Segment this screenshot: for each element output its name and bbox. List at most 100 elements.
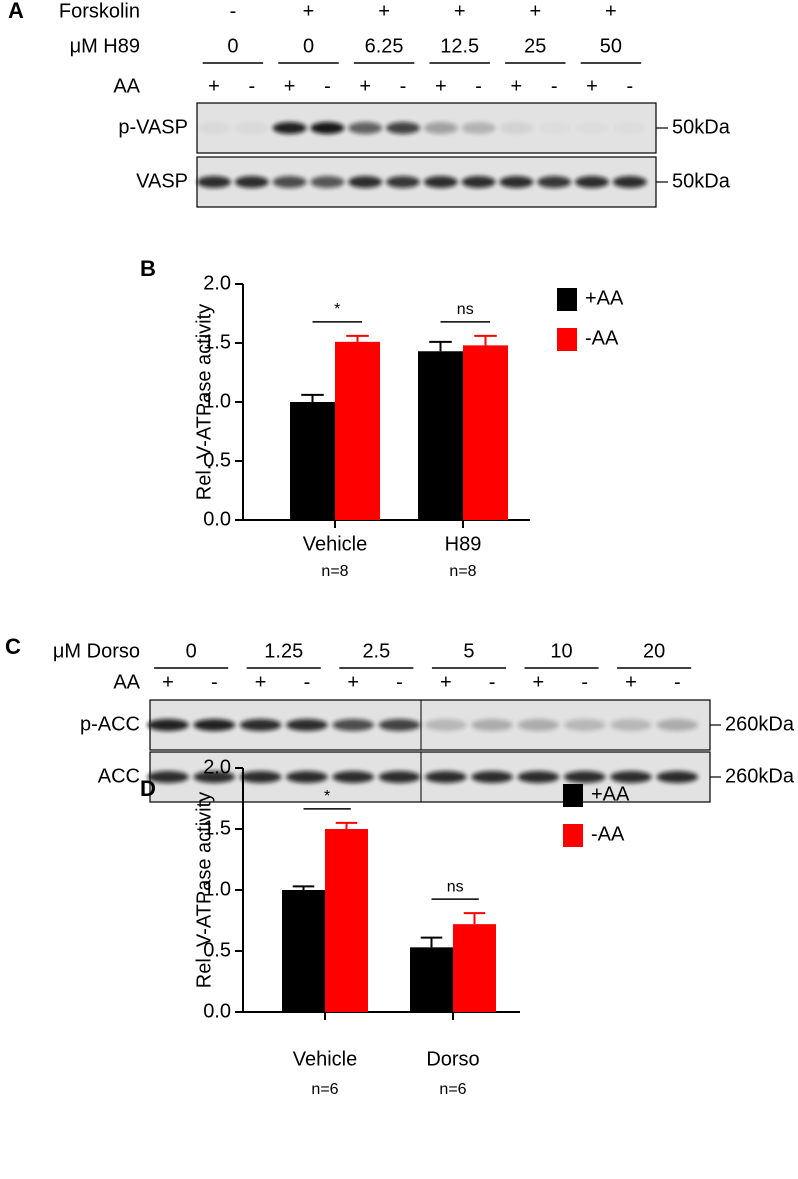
band <box>656 771 699 783</box>
legend-label: +AA <box>585 287 624 309</box>
band <box>499 122 534 134</box>
group-label: + <box>529 0 541 22</box>
panel-letter: B <box>140 256 156 281</box>
error-bar <box>301 393 324 402</box>
group-label: 0 <box>186 640 197 662</box>
band <box>471 771 513 783</box>
group-label: 5 <box>463 640 474 662</box>
bar <box>453 924 496 1012</box>
panel-letter: D <box>140 776 156 801</box>
y-axis-label: Rel. V-ATPase activity <box>193 792 215 988</box>
significance-label: ns <box>457 301 474 318</box>
error-bar <box>335 821 358 829</box>
lane-label: - <box>211 671 218 693</box>
band <box>147 719 189 731</box>
band <box>239 771 282 783</box>
band <box>147 771 189 783</box>
lane-label: + <box>440 671 452 693</box>
bar <box>463 345 508 520</box>
group-label: 12.5 <box>440 35 479 57</box>
band <box>423 122 458 134</box>
category-note: n=8 <box>449 563 476 580</box>
band <box>613 122 647 134</box>
band <box>610 719 652 731</box>
band <box>517 771 560 783</box>
group-label: 20 <box>643 640 665 662</box>
x-tick-label: H89 <box>445 533 482 555</box>
significance-label: * <box>324 788 330 805</box>
band <box>286 719 328 731</box>
size-label: 50kDa <box>672 170 731 192</box>
y-axis-label: Rel. V-ATPase activity <box>193 304 215 500</box>
lane-label: + <box>533 671 545 693</box>
band <box>310 176 345 188</box>
lane-label: - <box>396 671 403 693</box>
group-label: + <box>303 0 315 22</box>
row-label: Forskolin <box>59 0 140 22</box>
bar <box>410 947 453 1012</box>
row-label: AA <box>113 671 140 693</box>
lane-label: - <box>324 75 331 97</box>
y-tick-label: 1.5 <box>203 331 231 353</box>
legend-label: -AA <box>585 327 619 349</box>
band <box>537 122 571 134</box>
lane-label: - <box>304 671 311 693</box>
lane-label: - <box>674 671 681 693</box>
lane-label: + <box>359 75 371 97</box>
band <box>234 176 269 188</box>
band-label: ACC <box>98 765 140 787</box>
band <box>424 719 467 731</box>
row-label: AA <box>113 75 140 97</box>
lane-label: - <box>581 671 588 693</box>
band <box>196 122 232 134</box>
x-tick-label: Dorso <box>426 1048 479 1070</box>
group-label: 0 <box>303 35 314 57</box>
band <box>499 176 534 188</box>
bar <box>325 829 368 1012</box>
error-bar <box>420 936 443 948</box>
y-tick-label: 2.0 <box>203 756 231 778</box>
lane-label: - <box>400 75 407 97</box>
band <box>656 719 699 731</box>
panel-letter: C <box>5 634 21 659</box>
error-bar <box>463 912 486 925</box>
band <box>196 176 232 188</box>
category-note: n=6 <box>439 1081 466 1098</box>
error-bar <box>429 340 452 352</box>
group-label: + <box>378 0 390 22</box>
band <box>610 771 652 783</box>
band <box>537 176 572 188</box>
band <box>378 719 421 731</box>
lane-label: + <box>586 75 598 97</box>
significance-label: * <box>334 301 340 318</box>
band <box>385 176 421 188</box>
band <box>517 719 560 731</box>
band <box>348 176 383 188</box>
band <box>563 771 606 783</box>
legend-swatch <box>557 288 577 311</box>
band <box>423 176 458 188</box>
legend-swatch <box>563 784 583 807</box>
group-label: + <box>454 0 466 22</box>
lane-label: + <box>625 671 637 693</box>
band-label: p-VASP <box>118 116 188 138</box>
error-bar <box>474 334 497 346</box>
lane-label: - <box>626 75 633 97</box>
group-label: 1.25 <box>264 640 303 662</box>
row-label: μM Dorso <box>53 640 140 662</box>
category-note: n=6 <box>311 1081 338 1098</box>
y-tick-label: 0.0 <box>203 1000 231 1022</box>
band <box>348 122 383 134</box>
group-label: + <box>605 0 617 22</box>
lane-label: + <box>255 671 267 693</box>
band <box>332 719 375 731</box>
band <box>332 771 375 783</box>
group-label: 0 <box>227 35 238 57</box>
lane-label: - <box>489 671 496 693</box>
group-label: 6.25 <box>365 35 404 57</box>
band <box>575 122 609 134</box>
band <box>239 719 282 731</box>
lane-label: + <box>347 671 359 693</box>
size-label: 50kDa <box>672 116 731 138</box>
band <box>272 176 307 188</box>
